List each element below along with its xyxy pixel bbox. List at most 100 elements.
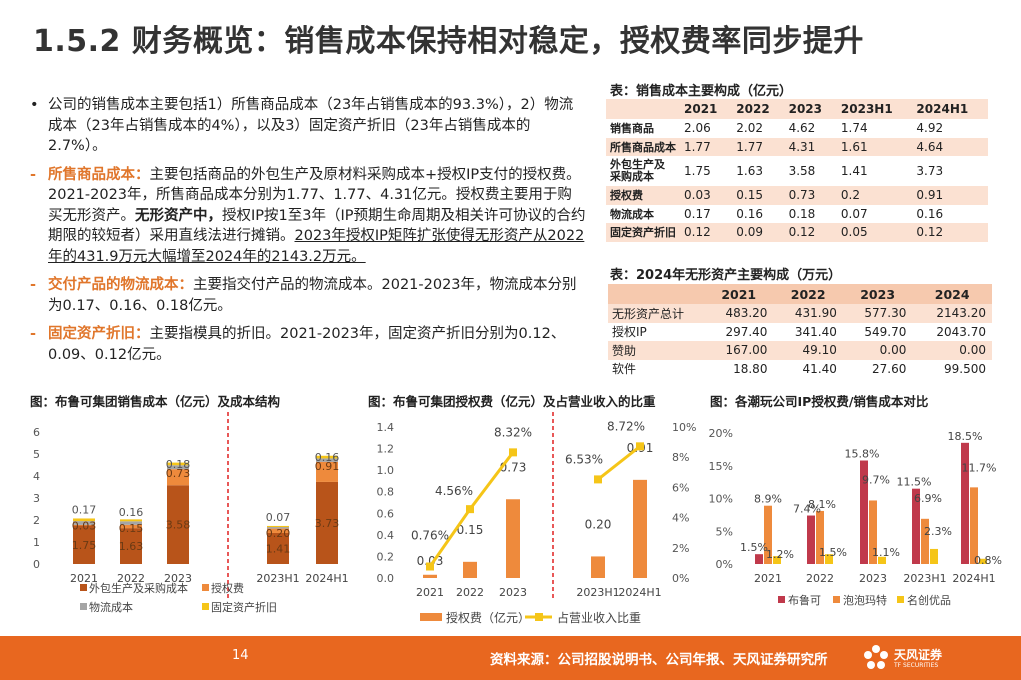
stacked-bar-segment — [120, 528, 142, 564]
stacked-bar-segment — [267, 532, 289, 564]
y-tick-label: 1.2 — [377, 443, 395, 456]
x-tick-label: 2024H1 — [305, 572, 348, 585]
y2-tick-label: 4% — [672, 512, 689, 525]
table-header-cell: 2023H1 — [836, 99, 913, 119]
table-cell: 1.41 — [836, 156, 913, 186]
bar — [869, 500, 877, 564]
table-cell: 0.12 — [784, 223, 837, 242]
y-tick-label: 20% — [709, 427, 733, 440]
table-cell: 0.16 — [912, 204, 988, 223]
y-tick-label: 0.8 — [377, 486, 395, 499]
table-cell: 外包生产及 采购成本 — [606, 156, 680, 186]
table-cell: 0.00 — [912, 341, 992, 360]
body-bullets: • 公司的销售成本主要包括1）所售商品成本（23年占销售成本的93.3%），2）物… — [30, 95, 586, 373]
stacked-bar-segment — [73, 518, 95, 522]
table-cell: 49.10 — [773, 341, 843, 360]
table-cell: 1.74 — [836, 119, 913, 138]
table-row: 无形资产总计 483.20 431.90 577.30 2143.20 — [608, 304, 992, 323]
y2-tick-label: 6% — [672, 481, 689, 494]
legend-swatch — [897, 596, 904, 603]
x-tick-label: 2024H1 — [618, 586, 661, 599]
table-cell: 0.09 — [732, 223, 785, 242]
line-marker — [594, 475, 602, 484]
chart2-title: 图：布鲁可集团授权费（亿元）及占营业收入的比重 — [368, 394, 656, 409]
bullet-text: 交付产品的物流成本： — [48, 277, 193, 293]
table-cell: 297.40 — [704, 322, 774, 341]
table-cell: 0.00 — [842, 341, 913, 360]
intangible-assets-table: 2021 2022 2023 2024 无形资产总计 483.20 431.90 577.30… — [608, 284, 992, 378]
table-cell: 4.62 — [784, 119, 837, 138]
bullet-paragraph: • 公司的销售成本主要包括1）所售商品成本（23年占销售成本的93.3%），2）物… — [30, 95, 586, 157]
line-marker — [426, 562, 434, 571]
line-data-label: 4.56% — [435, 484, 473, 498]
line-marker — [466, 505, 474, 514]
y-tick-label: 1.4 — [377, 421, 395, 434]
legend-label: 授权费（亿元） — [446, 610, 530, 625]
bar — [825, 554, 833, 564]
stacked-bar-segment — [267, 525, 289, 528]
y-tick-label: 0 — [33, 558, 40, 571]
table-cell: 3.73 — [912, 156, 988, 186]
stacked-bar-segment — [316, 461, 338, 482]
bar — [816, 510, 824, 564]
table-cell: 2043.70 — [912, 322, 992, 341]
bar — [930, 548, 938, 564]
table-row: 所售商品成本 1.77 1.77 4.31 1.61 4.64 — [606, 137, 988, 156]
data-label: 8.9% — [754, 493, 782, 506]
legend-swatch — [80, 603, 87, 610]
bar — [773, 556, 781, 564]
y-tick-label: 6 — [33, 426, 40, 439]
data-label: 1.1% — [872, 546, 900, 559]
data-label: 0.91 — [315, 460, 340, 473]
bar — [755, 554, 763, 564]
bar — [860, 460, 868, 564]
table-header-cell: 2022 — [773, 284, 843, 304]
legend-swatch — [778, 596, 785, 603]
table-header-cell: 2023 — [842, 284, 913, 304]
table-header-cell: 2023 — [784, 99, 837, 119]
table-row: 销售商品 2.06 2.02 4.62 1.74 4.92 — [606, 119, 988, 138]
line-marker — [636, 442, 644, 451]
table-header-cell: 2021 — [704, 284, 774, 304]
data-label: 1.63 — [119, 540, 144, 553]
y2-tick-label: 10% — [672, 421, 696, 434]
table-cell: 41.40 — [773, 359, 843, 378]
legend-label: 授权费 — [211, 581, 244, 595]
table-cell: 4.31 — [784, 137, 837, 156]
data-label: 0.15 — [119, 522, 144, 535]
table-cell: 0.17 — [680, 204, 733, 223]
table-cell: 销售商品 — [606, 119, 680, 138]
bar-data-label: 0.15 — [457, 523, 484, 537]
line-data-label: 0.76% — [411, 529, 449, 543]
y-tick-label: 4 — [33, 470, 40, 483]
table-cell: 所售商品成本 — [606, 137, 680, 156]
data-label: 0.8% — [974, 554, 1002, 567]
data-label: 7.4% — [793, 503, 821, 516]
x-tick-label: 2023H1 — [903, 572, 946, 585]
stacked-bar-segment — [316, 481, 338, 564]
data-label: 18.5% — [948, 430, 983, 443]
data-label: 0.18 — [166, 458, 191, 471]
table-cell: 1.75 — [680, 156, 733, 186]
table-cell: 1.77 — [680, 137, 733, 156]
legend-label: 外包生产及采购成本 — [89, 581, 188, 595]
source-note: 资料来源：公司招股说明书、公司年报、天风证券研究所 — [490, 652, 828, 668]
stacked-bar-segment — [120, 521, 142, 525]
table-row: 物流成本 0.17 0.16 0.18 0.07 0.16 — [606, 204, 988, 223]
stacked-bar-segment — [167, 462, 189, 466]
table2-caption: 表：2024年无形资产主要构成（万元） — [610, 268, 842, 283]
y-tick-label: 0.6 — [377, 507, 395, 520]
stacked-bar-segment — [73, 521, 95, 525]
y2-tick-label: 0% — [672, 572, 689, 585]
line-series — [597, 445, 641, 481]
y-tick-label: 10% — [709, 493, 733, 506]
table-cell: 0.18 — [784, 204, 837, 223]
data-label: 15.8% — [845, 448, 880, 461]
stacked-bar-segment — [120, 519, 142, 522]
bar — [807, 515, 815, 564]
data-label: 6.9% — [914, 492, 942, 505]
table-cell: 固定资产折旧 — [606, 223, 680, 242]
y-tick-label: 0.0 — [377, 572, 395, 585]
table-cell: 2.06 — [680, 119, 733, 138]
table-cell: 0.12 — [912, 223, 988, 242]
